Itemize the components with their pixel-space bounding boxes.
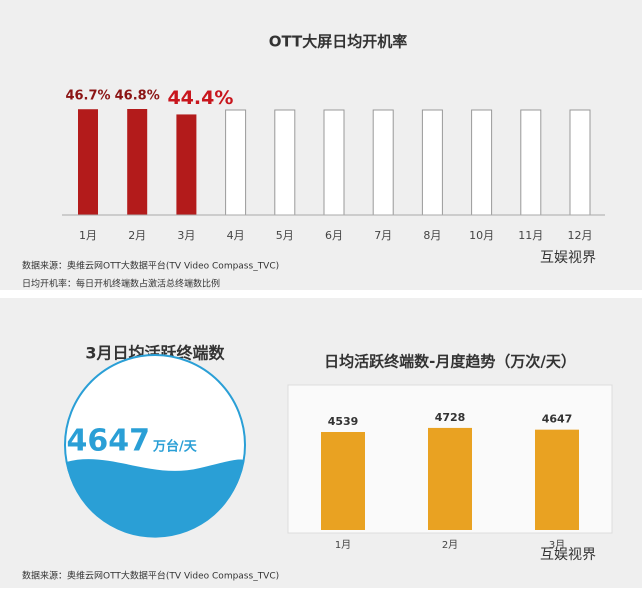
x-tick-label: 3月 xyxy=(549,539,565,551)
gauge-title: 3月日均活跃终端数 xyxy=(85,344,225,363)
placeholder-bar xyxy=(323,109,345,216)
placeholder-bar xyxy=(372,109,394,216)
x-tick-label: 10月 xyxy=(469,229,494,242)
placeholder-bar xyxy=(471,109,493,216)
value-label: 4539 xyxy=(328,415,359,428)
bar xyxy=(78,109,98,215)
gauge-unit: 万台/天 xyxy=(152,439,198,455)
value-label: 46.8% xyxy=(115,89,160,104)
gauge-water xyxy=(66,459,244,538)
x-tick-label: 5月 xyxy=(276,229,294,242)
bar xyxy=(428,427,472,530)
note: 日均开机率：每日开机终端数占激活总终端数比例 xyxy=(22,278,220,290)
chart-title: 日均活跃终端数-月度趋势（万次/天） xyxy=(324,353,576,371)
x-tick-label: 1月 xyxy=(335,539,351,551)
x-tick-label: 2月 xyxy=(128,229,146,242)
x-tick-label: 12月 xyxy=(568,229,593,242)
brand: 互娱视界 xyxy=(540,250,596,266)
x-tick-label: 4月 xyxy=(227,229,245,242)
brand: 互娱视界 xyxy=(540,547,596,563)
x-tick-label: 2月 xyxy=(442,539,458,551)
note: 数据来源：奥维云网OTT大数据平台(TV Video Compass_TVC) xyxy=(22,260,279,272)
x-tick-label: 7月 xyxy=(374,229,392,242)
x-tick-label: 6月 xyxy=(325,229,343,242)
value-label: 4647 xyxy=(542,413,573,426)
value-label: 4728 xyxy=(435,411,466,424)
placeholder-bar xyxy=(520,109,542,216)
bar xyxy=(535,429,579,530)
gauge-value: 4647 xyxy=(67,424,151,459)
value-label: 44.4% xyxy=(167,87,233,109)
value-label: 46.7% xyxy=(65,89,110,104)
placeholder-bar xyxy=(421,109,443,216)
bar xyxy=(176,114,197,215)
chart-title: OTT大屏日均开机率 xyxy=(269,33,408,51)
x-tick-label: 1月 xyxy=(79,229,97,242)
bar xyxy=(321,432,365,530)
x-tick-label: 3月 xyxy=(177,229,195,242)
placeholder-bar xyxy=(569,109,591,216)
placeholder-bar xyxy=(225,109,247,216)
placeholder-bar xyxy=(274,109,296,216)
x-tick-label: 8月 xyxy=(423,229,441,242)
bar xyxy=(127,109,148,215)
x-tick-label: 11月 xyxy=(518,229,543,242)
note: 数据来源：奥维云网OTT大数据平台(TV Video Compass_TVC) xyxy=(22,570,279,582)
